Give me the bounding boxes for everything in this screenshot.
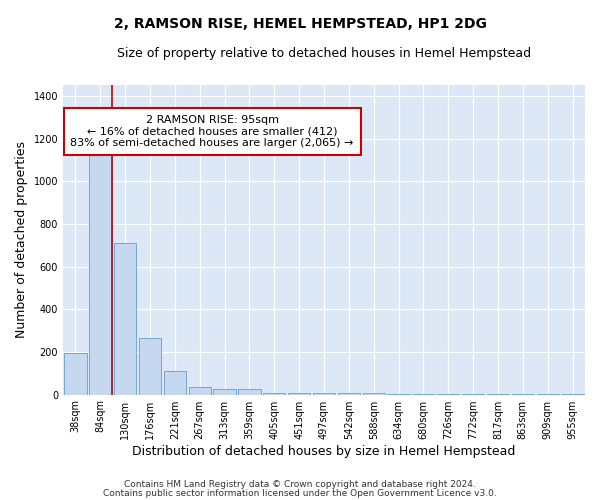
Bar xyxy=(362,393,385,394)
Bar xyxy=(139,338,161,394)
Bar xyxy=(338,393,360,394)
Bar xyxy=(188,387,211,394)
Bar xyxy=(164,371,186,394)
Bar xyxy=(114,243,136,394)
Y-axis label: Number of detached properties: Number of detached properties xyxy=(15,142,28,338)
Bar xyxy=(64,354,86,395)
Bar xyxy=(238,390,260,394)
Text: 2 RAMSON RISE: 95sqm
← 16% of detached houses are smaller (412)
83% of semi-deta: 2 RAMSON RISE: 95sqm ← 16% of detached h… xyxy=(70,115,354,148)
Bar xyxy=(313,393,335,394)
Bar xyxy=(288,393,310,394)
Bar xyxy=(89,150,112,394)
X-axis label: Distribution of detached houses by size in Hemel Hempstead: Distribution of detached houses by size … xyxy=(133,444,516,458)
Title: Size of property relative to detached houses in Hemel Hempstead: Size of property relative to detached ho… xyxy=(117,48,531,60)
Bar xyxy=(214,388,236,394)
Text: 2, RAMSON RISE, HEMEL HEMPSTEAD, HP1 2DG: 2, RAMSON RISE, HEMEL HEMPSTEAD, HP1 2DG xyxy=(113,18,487,32)
Text: Contains public sector information licensed under the Open Government Licence v3: Contains public sector information licen… xyxy=(103,489,497,498)
Text: Contains HM Land Registry data © Crown copyright and database right 2024.: Contains HM Land Registry data © Crown c… xyxy=(124,480,476,489)
Bar xyxy=(263,393,286,394)
